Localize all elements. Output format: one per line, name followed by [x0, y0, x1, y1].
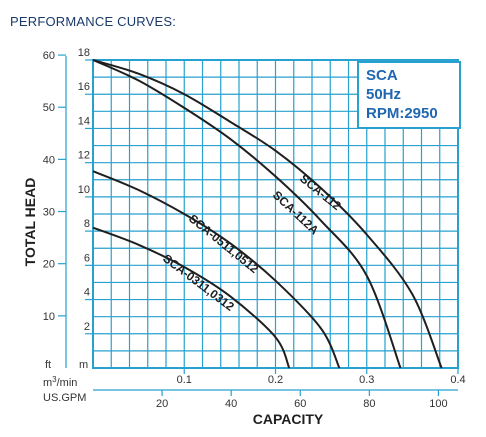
x-axis-title: CAPACITY	[253, 411, 324, 427]
y-tick-label-m: 10	[78, 184, 90, 196]
x-unit-m3-min: m3/min	[43, 375, 77, 389]
curve-label-sca-0511-0512: SCA-0511,0512	[186, 211, 261, 276]
y-tick-label-m: 8	[84, 218, 90, 230]
y-tick-label-ft: 20	[43, 259, 55, 271]
curve-sca-112a	[92, 59, 402, 369]
curve-sca-0311-0312	[92, 226, 291, 369]
y-unit-m: m	[79, 359, 88, 371]
y-tick-label-ft: 50	[43, 102, 55, 114]
info-box-frequency: 50Hz	[366, 86, 401, 103]
x-tick-label-m3: 0.4	[450, 374, 465, 386]
curve-sca-112	[92, 59, 443, 369]
y-tick-label-ft: 30	[43, 207, 55, 219]
x-tick-label-gpm: 100	[429, 398, 447, 410]
y-axis-title: TOTAL HEAD	[22, 178, 38, 267]
chart-curves	[92, 59, 443, 369]
info-box-frame	[357, 61, 461, 129]
y-tick-label-m: 12	[78, 150, 90, 162]
page-heading: PERFORMANCE CURVES:	[10, 14, 177, 29]
x-tick-label-gpm: 80	[363, 398, 375, 410]
y-tick-label-m: 2	[84, 321, 90, 333]
x-tick-label-m3: 0.1	[177, 374, 192, 386]
curve-sca-0511-0512	[92, 170, 341, 369]
y-tick-label-ft: 40	[43, 154, 55, 166]
y-unit-ft: ft	[45, 359, 51, 371]
y-tick-label-m: 16	[78, 81, 90, 93]
info-box-series: SCA	[366, 67, 398, 84]
y-tick-label-ft: 60	[43, 50, 55, 62]
y-tick-label-m: 18	[78, 47, 90, 59]
y-tick-label-m: 6	[84, 252, 90, 264]
x-tick-label-gpm: 60	[294, 398, 306, 410]
info-box-rpm: RPM:2950	[366, 105, 438, 122]
x-tick-label-gpm: 40	[225, 398, 237, 410]
x-tick-label-gpm: 20	[156, 398, 168, 410]
y-tick-label-ft: 10	[43, 311, 55, 323]
chart-ticks: 2 4 6 8 10 12 14 16 18 10 20 30 40 50 60 0.1 0.2 0.3 0.4 20…	[43, 47, 466, 410]
curve-label-sca-112: SCA-112	[297, 171, 344, 213]
info-box: SCA 50Hz RPM:2950	[357, 61, 461, 129]
x-tick-label-m3: 0.3	[359, 374, 374, 386]
y-tick-label-m: 4	[84, 287, 90, 299]
x-unit-us-gpm: US.GPM	[43, 392, 86, 404]
x-tick-label-m3: 0.2	[268, 374, 283, 386]
y-tick-label-m: 14	[78, 115, 90, 127]
